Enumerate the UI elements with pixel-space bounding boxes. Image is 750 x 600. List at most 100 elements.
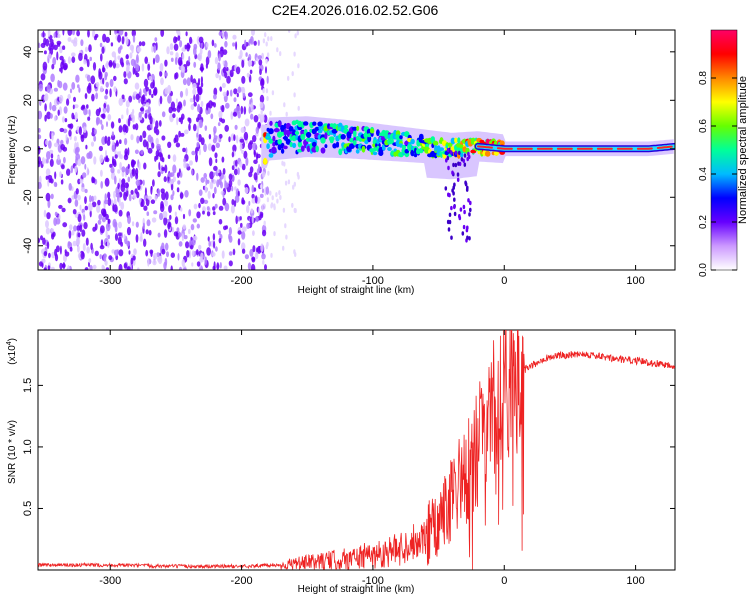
noise-speck (105, 36, 110, 44)
noise-speck (114, 30, 118, 35)
noise-speck (117, 182, 120, 190)
noise-speck (114, 224, 118, 233)
noise-speck (155, 137, 159, 145)
noise-speck (193, 235, 198, 241)
noise-speck (196, 172, 199, 181)
noise-speck (291, 71, 294, 77)
noise-speck (219, 262, 222, 269)
noise-speck (77, 178, 81, 185)
noise-speck (294, 208, 297, 214)
noise-speck (80, 39, 84, 47)
noise-speck (132, 160, 137, 166)
noise-speck (62, 82, 68, 91)
noise-speck (262, 88, 265, 94)
noise-speck (246, 205, 250, 214)
signal-cell (289, 141, 293, 148)
noise-speck (208, 240, 211, 247)
noise-speck (208, 100, 213, 109)
noise-speck (117, 34, 122, 43)
noise-speck (265, 58, 268, 64)
noise-speck (160, 77, 164, 86)
signal-cell (320, 137, 326, 144)
noise-speck (79, 178, 84, 184)
noise-speck (124, 182, 129, 189)
noise-speck (213, 43, 217, 48)
noise-speck (240, 222, 243, 228)
noise-speck (74, 213, 79, 219)
noise-speck (259, 94, 265, 104)
noise-speck (53, 181, 58, 188)
noise-speck (49, 158, 54, 167)
noise-speck (102, 33, 107, 43)
noise-speck (51, 104, 57, 112)
noise-speck (67, 241, 71, 247)
signal-cell (451, 170, 454, 175)
noise-speck (73, 136, 77, 142)
noise-speck (246, 72, 250, 78)
noise-speck (100, 53, 103, 62)
noise-speck (255, 152, 259, 161)
noise-speck (38, 156, 41, 165)
noise-speck (57, 79, 60, 88)
noise-speck (189, 36, 193, 45)
noise-speck (101, 113, 106, 120)
noise-speck (222, 197, 227, 206)
noise-speck (107, 239, 110, 248)
noise-speck (183, 267, 187, 270)
noise-speck (145, 229, 149, 235)
noise-speck (139, 107, 145, 112)
noise-speck (151, 142, 155, 149)
noise-speck (179, 90, 184, 98)
noise-speck (221, 156, 225, 163)
signal-cell (378, 150, 384, 156)
noise-speck (185, 241, 190, 249)
noise-speck (172, 113, 176, 119)
noise-speck (181, 259, 185, 267)
noise-speck (232, 111, 237, 117)
noise-speck (125, 59, 130, 65)
noise-speck (179, 172, 183, 178)
noise-speck (296, 30, 299, 36)
noise-speck (271, 195, 274, 201)
signal-cell (266, 143, 270, 150)
noise-speck (74, 165, 78, 173)
noise-speck (39, 99, 42, 106)
noise-speck (270, 202, 274, 208)
noise-speck (175, 231, 179, 237)
noise-speck (232, 144, 237, 153)
signal-cell (452, 162, 455, 168)
noise-speck (71, 56, 76, 63)
noise-speck (235, 41, 238, 50)
noise-speck (260, 78, 265, 86)
noise-speck (135, 234, 139, 243)
noise-speck (80, 134, 84, 139)
noise-speck (123, 262, 128, 269)
noise-speck (236, 92, 239, 98)
noise-speck (287, 75, 290, 81)
noise-speck (73, 96, 76, 102)
noise-speck (176, 172, 180, 179)
noise-speck (58, 204, 63, 209)
noise-speck (59, 45, 63, 54)
noise-speck (258, 163, 261, 172)
noise-speck (250, 102, 254, 112)
noise-speck (237, 86, 242, 94)
noise-speck (47, 265, 51, 270)
noise-speck (188, 209, 192, 217)
noise-speck (183, 235, 188, 240)
noise-speck (110, 166, 115, 174)
noise-speck (154, 194, 158, 202)
noise-speck (38, 110, 43, 120)
noise-speck (38, 127, 41, 133)
noise-speck (38, 83, 44, 92)
signal-cell (344, 125, 349, 129)
noise-speck (185, 147, 188, 155)
noise-speck (240, 86, 244, 93)
signal-cell (456, 177, 460, 182)
signal-cell (460, 157, 464, 162)
noise-speck (201, 65, 203, 73)
signal-cell (353, 140, 357, 146)
noise-speck (126, 226, 132, 236)
noise-speck (178, 241, 183, 247)
